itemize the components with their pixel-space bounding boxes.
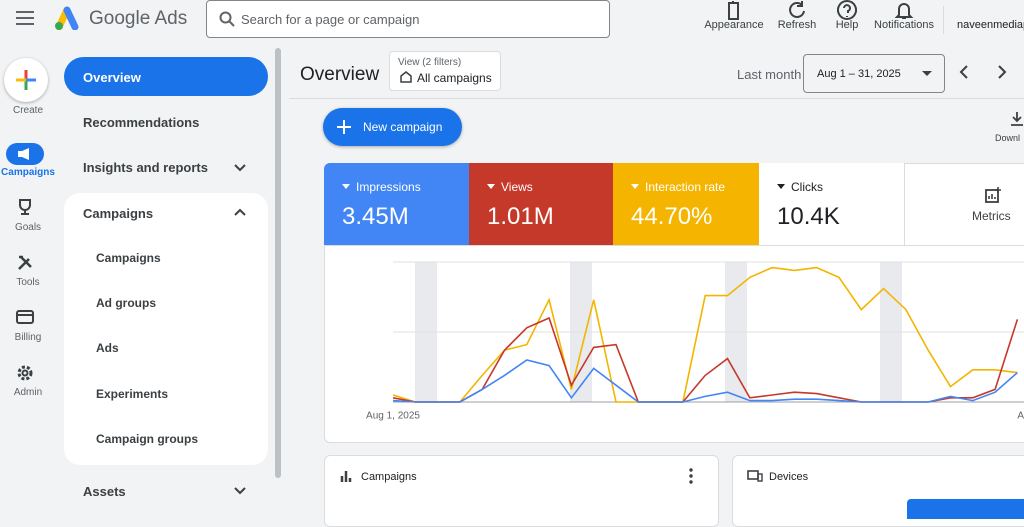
action-label[interactable]: Refresh [777,19,817,31]
divider [943,6,944,34]
action-label[interactable]: Appearance [704,19,764,31]
card-title: Devices [769,471,809,483]
line-chart: Aug 1, 2025 Aug 3 [366,261,1024,422]
action-icon[interactable] [894,0,914,20]
metrics-icon [985,187,1001,203]
x-tick-label: Aug 3 [1017,411,1024,422]
chevron[interactable] [234,208,246,216]
action-icon[interactable] [787,0,807,20]
series-line [392,266,1018,403]
rail-label[interactable]: Admin [13,387,43,398]
metric-value: 1.01M [487,203,554,230]
nav-item[interactable]: Recommendations [83,115,200,130]
nav-subitem[interactable]: Campaigns [96,251,161,265]
caret [777,184,785,189]
divider [289,98,1024,99]
campaigns-card: Campaigns [324,455,719,527]
rail-label[interactable]: Billing [14,332,42,343]
nav-subitem[interactable]: Campaign groups [96,431,199,446]
billing-icon [16,310,34,324]
filter-value: All campaigns [417,71,492,85]
metric-tile[interactable]: Clicks 10.4K [759,163,904,245]
metric-tile[interactable]: Impressions 3.45M [324,163,469,245]
caret [342,184,350,189]
nav-section[interactable]: Campaigns [83,206,154,221]
plus-icon [16,70,36,90]
tools-icon [18,255,32,270]
store-icon [400,71,412,83]
new-campaign-button[interactable]: New campaign [323,108,462,146]
view-filter[interactable]: View (2 filters) All campaigns [389,51,501,91]
series-line [392,359,1018,403]
overview-pill[interactable] [64,57,268,96]
prev-button[interactable] [958,65,970,79]
logo [55,6,79,30]
card-title: Campaigns [361,471,417,483]
metric-value: 3.45M [342,203,409,230]
nav-subitem[interactable]: Ad groups [96,296,156,311]
action-icon[interactable] [724,0,744,20]
search-icon [219,11,235,27]
rail-label[interactable]: Tools [16,277,40,288]
bar-icon [340,471,352,482]
grid-line [393,261,1024,333]
metric-name: Views [501,180,533,194]
metrics-label: Metrics [972,209,1011,223]
metric-name: Clicks [791,180,823,194]
new-campaign-label: New campaign [363,120,443,134]
admin-icon [17,365,33,381]
metric-tile[interactable]: Interaction rate 44.70% [613,163,759,245]
metrics-button[interactable]: Metrics [904,163,1024,245]
filter-caption: View (2 filters) [398,57,462,68]
nav-item[interactable]: Assets [83,484,126,499]
download-label: Downl [995,133,1021,143]
menu-icon[interactable] [16,11,34,25]
rail-label[interactable]: Goals [14,222,42,233]
dropdown-icon [922,71,932,76]
campaigns-icon [18,148,29,160]
metric-value: 10.4K [777,203,840,230]
divider [324,245,1024,246]
search-placeholder: Search for a page or campaign [241,12,420,27]
next-button[interactable] [996,65,1008,79]
date-label: Last month [737,67,802,82]
series-line [392,316,1019,403]
metric-value: 44.70% [631,203,713,230]
action-label[interactable]: Notifications [874,19,934,31]
chevron[interactable] [234,487,246,495]
caret [631,184,639,189]
x-tick-label: Aug 1, 2025 [366,411,420,422]
action-icon[interactable] [837,0,857,20]
nav-item[interactable]: Overview [83,70,141,85]
goals-icon [19,199,31,215]
floating-button[interactable] [907,499,1024,519]
metric-name: Interaction rate [645,180,726,194]
rail-label[interactable]: Create [12,105,43,116]
chevron[interactable] [234,164,246,172]
date-range: Aug 1 – 31, 2025 [817,68,901,80]
nav-subitem[interactable]: Experiments [96,386,169,401]
nav-item[interactable]: Insights and reports [83,160,208,175]
page-title: Overview [300,64,380,85]
action-label[interactable]: Help [835,19,859,31]
metric-name: Impressions [356,180,421,194]
campaigns-section [64,193,268,465]
caret [487,184,495,189]
rail-label[interactable]: Campaigns [1,167,55,178]
more-icon[interactable] [689,468,693,484]
download-icon[interactable] [1010,112,1024,126]
nav-subitem[interactable]: Ads [96,341,119,356]
plus-icon [337,120,351,134]
metric-tile[interactable]: Views 1.01M [469,163,613,245]
search-box[interactable]: Search for a page or campaign [206,0,610,38]
create-button[interactable] [4,58,48,102]
devices-icon [747,470,763,482]
account-name[interactable]: naveenmediapr [957,19,1024,31]
scrollbar[interactable] [275,48,281,478]
product-name: Google Ads [89,8,188,29]
date-picker[interactable]: Aug 1 – 31, 2025 [803,54,945,93]
